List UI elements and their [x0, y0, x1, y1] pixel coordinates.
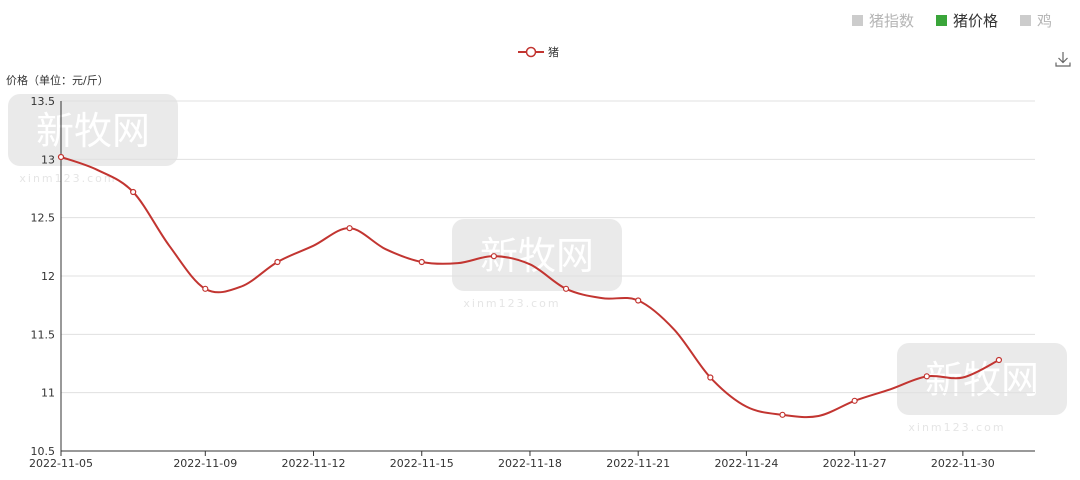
- y-tick-label: 12.5: [31, 212, 56, 225]
- data-point: [346, 225, 353, 232]
- category-tabs: 猪指数 猪价格 鸡: [851, 10, 1052, 31]
- data-point: [490, 253, 497, 260]
- y-tick-label: 11.5: [31, 328, 56, 341]
- data-point: [418, 258, 425, 266]
- watermark-url: xinm123.com: [463, 297, 560, 310]
- y-tick-label: 11: [41, 387, 55, 400]
- tab-pig-price[interactable]: 猪价格: [935, 10, 998, 31]
- y-axis-label: 价格（单位：元/斤）: [6, 74, 109, 87]
- x-tick-label: 2022-11-30: [931, 457, 995, 470]
- data-point: [779, 411, 786, 418]
- watermark-url: xinm123.com: [908, 421, 1005, 434]
- tab-marker: [935, 15, 947, 26]
- data-point: [995, 356, 1003, 364]
- x-tick-label: 2022-11-21: [606, 457, 670, 470]
- data-point: [202, 285, 209, 292]
- tab-marker: [1019, 15, 1031, 26]
- data-point: [130, 188, 137, 196]
- y-tick-label: 13.5: [31, 95, 56, 108]
- legend-label: 猪: [548, 46, 559, 59]
- data-point: [851, 397, 858, 404]
- x-tick-label: 2022-11-12: [282, 457, 346, 470]
- x-tick-label: 2022-11-05: [29, 457, 93, 470]
- x-tick-label: 2022-11-15: [390, 457, 454, 470]
- tab-label: 猪价格: [952, 12, 998, 30]
- data-point: [635, 297, 642, 304]
- tab-chicken[interactable]: 鸡: [1019, 10, 1052, 31]
- series-line-pig: [60, 156, 1000, 419]
- tab-label: 猪指数: [868, 12, 914, 30]
- tab-label: 鸡: [1036, 12, 1052, 30]
- x-tick-label: 2022-11-27: [823, 457, 887, 470]
- y-tick-label: 12: [41, 270, 55, 283]
- data-point: [562, 285, 570, 292]
- data-point: [707, 374, 714, 381]
- x-tick-label: 2022-11-24: [714, 457, 778, 470]
- y-tick-label: 13: [41, 153, 55, 166]
- x-tick-label: 2022-11-18: [498, 457, 562, 470]
- data-point: [923, 373, 930, 380]
- watermark-text: 新牧网: [36, 109, 150, 153]
- data-point: [274, 258, 281, 266]
- download-icon[interactable]: [1054, 50, 1072, 68]
- tab-marker: [851, 15, 863, 26]
- data-point: [57, 153, 65, 161]
- y-tick-label: 10.5: [31, 445, 56, 458]
- chart-legend[interactable]: 猪: [518, 44, 559, 60]
- watermark: 新牧网 xinm123.com: [8, 94, 178, 185]
- tab-pig-index[interactable]: 猪指数: [851, 10, 914, 31]
- x-tick-label: 2022-11-09: [173, 457, 237, 470]
- watermark: 新牧网 xinm123.com: [897, 343, 1067, 434]
- watermark-text: 新牧网: [925, 358, 1039, 402]
- legend-line-icon: [518, 46, 544, 58]
- watermark-url: xinm123.com: [19, 172, 116, 185]
